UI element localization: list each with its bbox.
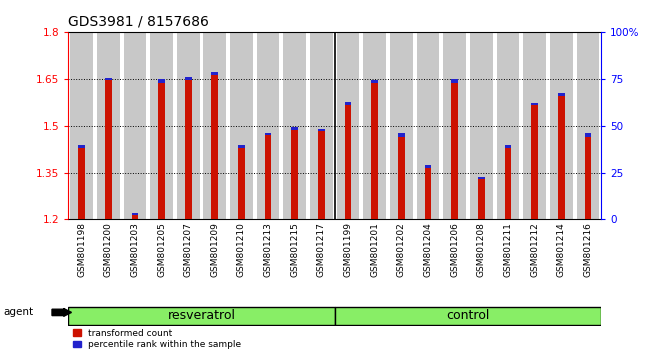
Bar	[398, 133, 405, 137]
Bar	[584, 137, 592, 219]
Bar	[283, 32, 306, 219]
Bar	[78, 148, 85, 219]
Bar	[318, 131, 325, 219]
Bar	[310, 32, 333, 219]
Bar	[531, 105, 538, 219]
Bar	[105, 78, 112, 80]
Bar	[417, 32, 439, 219]
Bar	[344, 105, 352, 219]
Bar	[68, 307, 335, 325]
Bar	[230, 32, 253, 219]
Bar	[78, 145, 85, 148]
Bar	[158, 79, 165, 82]
Bar	[238, 148, 245, 219]
Bar	[203, 32, 226, 219]
Bar	[390, 32, 413, 219]
Bar	[398, 137, 405, 219]
Bar	[371, 82, 378, 219]
Bar	[291, 127, 298, 130]
Text: control: control	[447, 309, 489, 322]
Bar	[337, 32, 359, 219]
Bar	[558, 96, 565, 219]
Bar	[451, 79, 458, 82]
Bar	[158, 82, 165, 219]
Bar	[424, 165, 432, 168]
Bar	[291, 130, 298, 219]
Bar	[335, 307, 601, 325]
Bar	[211, 75, 218, 219]
Bar	[318, 129, 325, 131]
Bar	[363, 32, 386, 219]
Bar	[577, 32, 599, 219]
Text: agent: agent	[3, 307, 33, 318]
Bar	[131, 215, 138, 219]
Bar	[584, 133, 592, 137]
Bar	[70, 32, 93, 219]
Text: resveratrol: resveratrol	[168, 309, 235, 322]
Bar	[371, 80, 378, 82]
Bar	[265, 132, 272, 135]
Bar	[531, 103, 538, 105]
Bar	[131, 213, 138, 215]
Bar	[105, 80, 112, 219]
Bar	[124, 32, 146, 219]
Bar	[265, 135, 272, 219]
Bar	[497, 32, 519, 219]
Bar	[257, 32, 280, 219]
Bar	[185, 77, 192, 80]
Bar	[177, 32, 200, 219]
Bar	[185, 80, 192, 219]
Bar	[504, 148, 512, 219]
Bar	[451, 82, 458, 219]
Legend: transformed count, percentile rank within the sample: transformed count, percentile rank withi…	[73, 329, 241, 349]
Bar	[550, 32, 573, 219]
Bar	[211, 72, 218, 75]
Bar	[97, 32, 120, 219]
Bar	[238, 145, 245, 148]
Text: GDS3981 / 8157686: GDS3981 / 8157686	[68, 14, 209, 28]
Bar	[344, 102, 352, 105]
Bar	[478, 179, 485, 219]
Bar	[443, 32, 466, 219]
Bar	[470, 32, 493, 219]
Bar	[523, 32, 546, 219]
Bar	[504, 145, 512, 148]
Bar	[478, 177, 485, 179]
Bar	[424, 168, 432, 219]
Bar	[558, 93, 565, 96]
Bar	[150, 32, 173, 219]
